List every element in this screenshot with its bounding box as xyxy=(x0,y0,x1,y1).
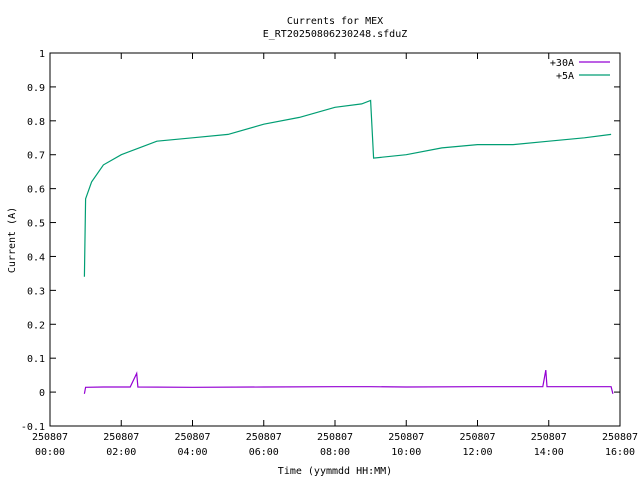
x-tick-time: 16:00 xyxy=(605,447,635,458)
x-tick-time: 12:00 xyxy=(462,447,492,458)
x-axis-label: Time (yymmdd HH:MM) xyxy=(278,466,392,477)
x-tick-time: 06:00 xyxy=(249,447,279,458)
x-tick-date: 250807 xyxy=(531,432,567,443)
x-tick-date: 250807 xyxy=(32,432,68,443)
y-tick-label: 0.9 xyxy=(27,83,45,94)
y-tick-label: 1 xyxy=(39,49,45,60)
y-tick-label: 0.4 xyxy=(27,252,45,263)
y-tick-label: 0.7 xyxy=(27,151,45,162)
y-tick-label: 0.6 xyxy=(27,185,45,196)
y-axis-label: Current (A) xyxy=(7,207,18,273)
series-line-1 xyxy=(83,99,612,277)
legend-label-5a: +5A xyxy=(556,71,574,82)
x-tick-time: 00:00 xyxy=(35,447,65,458)
chart-title: Currents for MEX xyxy=(287,16,383,27)
x-tick-date: 250807 xyxy=(317,432,353,443)
series-line-0 xyxy=(83,369,614,394)
x-tick-date: 250807 xyxy=(388,432,424,443)
x-tick-date: 250807 xyxy=(246,432,282,443)
y-tick-label: 0.2 xyxy=(27,320,45,331)
x-tick-time: 04:00 xyxy=(177,447,207,458)
x-tick-time: 14:00 xyxy=(534,447,564,458)
x-axis: 250807 00:00 250807 02:00 250807 04:00 250807 0… xyxy=(32,53,638,458)
x-tick-date: 250807 xyxy=(602,432,638,443)
legend-label-30a: +30A xyxy=(550,58,574,69)
x-tick-date: 250807 xyxy=(459,432,495,443)
y-tick-label: 0.1 xyxy=(27,354,45,365)
y-tick-label: 0.3 xyxy=(27,286,45,297)
y-tick-label: 0.8 xyxy=(27,117,45,128)
legend: +30A +5A xyxy=(550,58,610,82)
series-layer xyxy=(83,99,614,394)
chart-subtitle: E_RT20250806230248.sfduZ xyxy=(263,29,408,40)
x-tick-time: 02:00 xyxy=(106,447,136,458)
y-axis: -0.1 0 0.1 0.2 0.3 0.4 0.5 0.6 0.7 0.8 0.9 1 xyxy=(21,49,620,433)
x-tick-date: 250807 xyxy=(103,432,139,443)
x-tick-time: 10:00 xyxy=(391,447,421,458)
y-tick-label: 0 xyxy=(39,388,45,399)
plot-frame xyxy=(49,52,621,427)
x-tick-date: 250807 xyxy=(174,432,210,443)
y-tick-label: -0.1 xyxy=(21,422,45,433)
x-tick-time: 08:00 xyxy=(320,447,350,458)
y-tick-label: 0.5 xyxy=(27,219,45,230)
